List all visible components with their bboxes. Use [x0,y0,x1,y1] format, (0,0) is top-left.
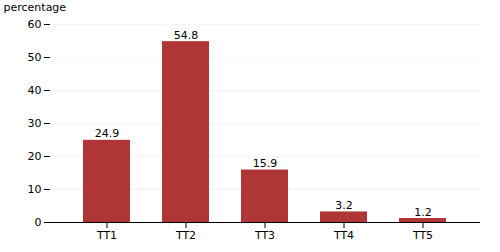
svg-text:60: 60 [28,18,42,31]
svg-text:TT2: TT2 [175,229,196,242]
svg-text:54.8: 54.8 [174,29,199,42]
svg-text:TT1: TT1 [96,229,117,242]
svg-text:1.2: 1.2 [414,206,432,219]
svg-text:50: 50 [28,51,42,64]
svg-text:TT4: TT4 [333,229,354,242]
svg-text:30: 30 [28,117,42,130]
svg-text:24.9: 24.9 [95,127,120,140]
svg-text:percentage: percentage [4,1,67,14]
svg-text:40: 40 [28,84,42,97]
svg-text:20: 20 [28,150,42,163]
svg-text:15.9: 15.9 [253,157,278,170]
svg-text:TT5: TT5 [412,229,433,242]
svg-text:3.2: 3.2 [335,199,353,212]
svg-text:TT3: TT3 [254,229,275,242]
svg-text:0: 0 [35,216,42,229]
svg-text:10: 10 [28,183,42,196]
